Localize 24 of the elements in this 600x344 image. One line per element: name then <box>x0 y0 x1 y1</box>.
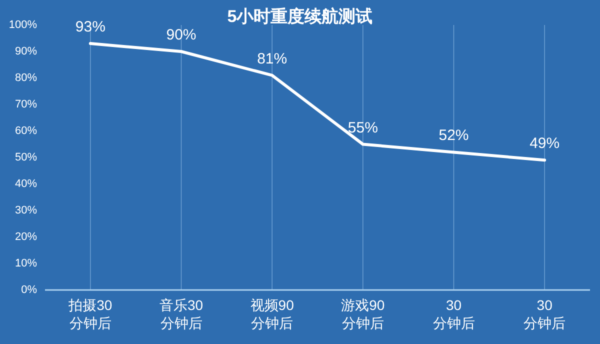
y-tick-label: 100% <box>8 19 38 31</box>
y-tick-label: 80% <box>14 72 38 84</box>
y-tick-label: 70% <box>14 98 38 110</box>
x-tick-label: 视频90 分钟后 <box>250 297 294 331</box>
y-tick-label: 90% <box>14 46 38 58</box>
y-tick-label: 0% <box>21 284 38 296</box>
text: 81% <box>257 50 288 68</box>
x-tick-label: 游戏90 分钟后 <box>341 297 385 331</box>
y-tick-label: 10% <box>14 258 38 270</box>
x-tick-label: 音乐30 分钟后 <box>159 297 204 331</box>
text: 52% <box>438 127 469 144</box>
chart-title: 5小时重度续航测试 <box>227 7 373 26</box>
y-tick-label: 60% <box>14 125 38 137</box>
text: 55% <box>348 119 378 136</box>
y-tick-label: 30% <box>14 204 38 216</box>
text: 90% <box>166 26 196 44</box>
y-tick-label: 20% <box>14 231 38 243</box>
y-tick-label: 40% <box>14 178 38 190</box>
x-tick-label: 30 分钟后 <box>432 297 475 331</box>
text: 49% <box>530 135 560 152</box>
y-tick-label: 50% <box>14 152 38 164</box>
x-tick-label: 30 分钟后 <box>524 297 566 331</box>
x-tick-label: 拍摄30 分钟后 <box>68 297 112 331</box>
text: 93% <box>75 18 106 36</box>
